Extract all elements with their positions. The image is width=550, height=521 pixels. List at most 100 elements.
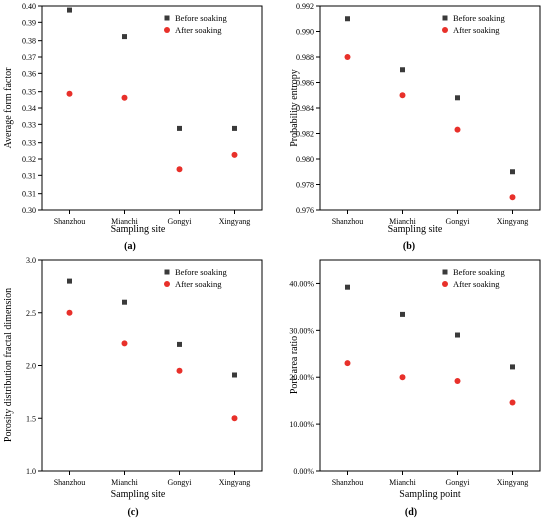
x-tick-label: Xingyang bbox=[219, 217, 251, 226]
plot-frame bbox=[319, 5, 541, 211]
data-point-after-soaking bbox=[231, 151, 238, 158]
x-tick-label: Shanzhou bbox=[332, 478, 364, 487]
plot-frame bbox=[41, 259, 263, 472]
x-axis-label: Sampling site bbox=[111, 224, 166, 235]
x-tick-label: Xingyang bbox=[497, 217, 529, 226]
y-tick-label: 2.5 bbox=[26, 309, 36, 318]
legend-label: After soaking bbox=[453, 279, 500, 289]
y-tick-label: 10.00% bbox=[289, 420, 314, 429]
data-point-before-soaking bbox=[345, 16, 350, 22]
legend-marker-before-soaking bbox=[442, 15, 448, 21]
panel-label: (d) bbox=[405, 507, 417, 518]
y-tick-label: 0.36 bbox=[22, 69, 36, 78]
data-point-after-soaking bbox=[176, 166, 183, 173]
data-point-after-soaking bbox=[231, 415, 238, 422]
x-tick-label: Gongyi bbox=[446, 217, 471, 226]
x-tick-label: Gongyi bbox=[168, 478, 193, 487]
y-tick-label: 0.992 bbox=[296, 2, 314, 11]
data-point-before-soaking bbox=[232, 372, 237, 378]
legend-label: Before soaking bbox=[175, 13, 227, 23]
x-tick-label: Mianchi bbox=[111, 478, 138, 487]
y-tick-label: 0.37 bbox=[22, 53, 36, 62]
data-point-after-soaking bbox=[344, 54, 351, 60]
legend: Before soaking After soaking bbox=[164, 13, 227, 35]
y-axis-label: Probability entropy bbox=[289, 69, 300, 147]
legend-marker-after-soaking bbox=[164, 27, 170, 33]
x-tick-label: Xingyang bbox=[219, 478, 251, 487]
data-point-before-soaking bbox=[345, 284, 350, 290]
y-tick-label: 1.0 bbox=[26, 467, 36, 476]
x-tick-label: Mianchi bbox=[111, 217, 138, 226]
data-point-before-soaking bbox=[400, 67, 405, 73]
chart-panel-d: 0.00% 10.00% 20.00% 30.00% 40.00% Shanzhou Mia… bbox=[289, 259, 541, 518]
data-point-before-soaking bbox=[122, 299, 127, 305]
data-point-before-soaking bbox=[510, 364, 515, 370]
y-tick-label: 0.990 bbox=[296, 28, 314, 37]
y-tick-label: 0.32 bbox=[22, 155, 36, 164]
y-tick-label: 0.33 bbox=[22, 139, 36, 148]
legend-marker-before-soaking bbox=[164, 15, 170, 21]
x-axis-label: Sampling point bbox=[399, 489, 461, 500]
y-tick-label: 0.39 bbox=[22, 18, 36, 27]
y-tick-label: 0.986 bbox=[296, 79, 314, 88]
x-tick-label: Gongyi bbox=[446, 478, 471, 487]
x-tick-label: Mianchi bbox=[389, 478, 416, 487]
data-point-after-soaking bbox=[176, 367, 183, 374]
panel-label: (b) bbox=[403, 241, 415, 252]
y-tick-label: 2.0 bbox=[26, 362, 36, 371]
legend: Before soaking After soaking bbox=[164, 267, 227, 289]
data-point-after-soaking bbox=[66, 309, 73, 316]
y-axis-label: Porosity distribution fractal dimension bbox=[3, 288, 14, 442]
data-point-before-soaking bbox=[510, 169, 515, 175]
legend: Before soaking After soaking bbox=[442, 267, 505, 289]
chart-panel-b: 0.976 0.978 0.980 0.982 0.984 0.986 0.988 0.990… bbox=[289, 2, 541, 252]
legend: Before soaking After soaking bbox=[442, 13, 505, 35]
x-tick-label: Shanzhou bbox=[54, 217, 86, 226]
y-tick-label: 0.38 bbox=[22, 37, 36, 46]
x-axis-label: Sampling site bbox=[111, 489, 166, 500]
y-tick-label: 0.976 bbox=[296, 206, 314, 215]
data-point-after-soaking bbox=[344, 360, 351, 367]
legend-label: Before soaking bbox=[453, 267, 505, 277]
y-tick-label: 1.5 bbox=[26, 414, 36, 423]
data-point-before-soaking bbox=[455, 95, 460, 101]
data-point-after-soaking bbox=[509, 194, 516, 201]
data-point-after-soaking bbox=[509, 399, 516, 406]
y-tick-label: 40.00% bbox=[289, 279, 314, 288]
data-point-after-soaking bbox=[121, 340, 128, 347]
data-point-after-soaking bbox=[121, 94, 128, 101]
plot-frame bbox=[41, 5, 263, 211]
y-axis-label: Average form factor bbox=[3, 67, 14, 149]
y-tick-label: 0.31 bbox=[22, 190, 36, 199]
y-tick-label: 0.40 bbox=[22, 2, 36, 11]
panel-label: (c) bbox=[127, 507, 138, 518]
legend-label: After soaking bbox=[175, 279, 222, 289]
y-tick-label: 0.988 bbox=[296, 53, 314, 62]
data-point-before-soaking bbox=[67, 7, 72, 13]
x-axis-label: Sampling site bbox=[388, 224, 443, 235]
data-point-after-soaking bbox=[399, 92, 406, 99]
y-tick-label: 0.984 bbox=[296, 104, 314, 113]
legend-marker-before-soaking bbox=[164, 269, 170, 275]
y-tick-label: 0.35 bbox=[22, 88, 36, 97]
legend-marker-after-soaking bbox=[164, 281, 170, 287]
legend-label: After soaking bbox=[453, 25, 500, 35]
plot-frame bbox=[319, 259, 541, 472]
x-tick-label: Mianchi bbox=[389, 217, 416, 226]
data-point-before-soaking bbox=[455, 332, 460, 338]
x-tick-label: Xingyang bbox=[497, 478, 529, 487]
legend-marker-after-soaking bbox=[442, 281, 448, 287]
data-point-before-soaking bbox=[122, 34, 127, 40]
chart-panel-a: 0.30 0.31 0.31 0.32 0.33 0.33 0.34 0.35 0.36 0.37… bbox=[3, 2, 263, 252]
y-tick-label: 0.34 bbox=[22, 104, 36, 113]
data-point-before-soaking bbox=[400, 311, 405, 317]
x-tick-label: Shanzhou bbox=[332, 217, 364, 226]
chart-panel-c: 1.0 1.5 2.0 2.5 3.0 Shanzhou Mianchi Gongyi Xing… bbox=[3, 256, 263, 518]
y-tick-label: 0.982 bbox=[296, 130, 314, 139]
data-point-before-soaking bbox=[232, 125, 237, 131]
y-tick-label: 0.980 bbox=[296, 155, 314, 164]
data-point-before-soaking bbox=[177, 341, 182, 347]
panel-label: (a) bbox=[124, 241, 136, 252]
y-axis-label: Pore area ratio bbox=[289, 336, 300, 394]
